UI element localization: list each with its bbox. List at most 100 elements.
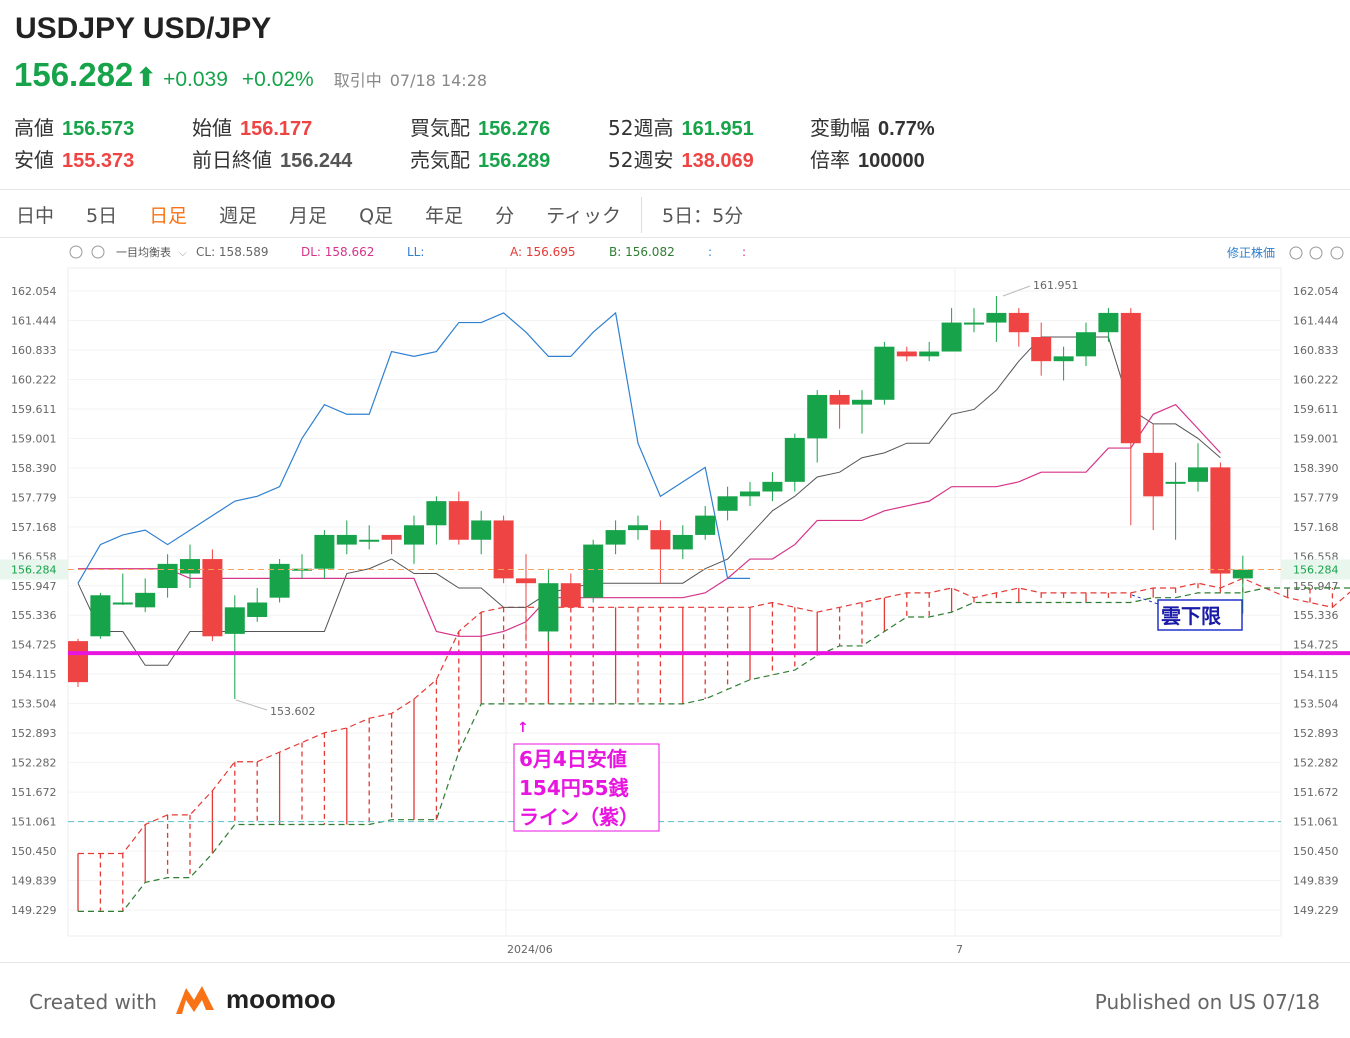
y-tick-label-left: 153.504 bbox=[11, 698, 57, 711]
undo-icon[interactable] bbox=[1289, 246, 1303, 260]
status-timestamp: 07/18 14:28 bbox=[389, 71, 488, 90]
candle-body bbox=[1210, 467, 1231, 574]
market-status: 取引中 07/18 14:28 bbox=[334, 67, 495, 91]
stat-value: 0.77% bbox=[878, 118, 935, 140]
candle-body bbox=[941, 322, 962, 352]
y-tick-label-right: 160.222 bbox=[1293, 373, 1339, 386]
stat-ask: 売気配 156.289 bbox=[410, 144, 550, 173]
y-tick-label-left: 149.229 bbox=[11, 904, 57, 917]
stat-label: 52週高 bbox=[608, 116, 674, 140]
period-tabs: 日中 5日 日足 週足 月足 Q足 年足 分 ティック 5日：5分 bbox=[0, 192, 1350, 237]
y-tick-label-left: 161.444 bbox=[11, 314, 57, 327]
y-tick-label-left: 151.672 bbox=[11, 786, 57, 799]
stat-52w-low: 52週安 138.069 bbox=[608, 144, 754, 173]
indicator-toolbar: 一目均衡表 ⌵ CL: 158.589 DL: 158.662 LL: A: 1… bbox=[69, 245, 1344, 260]
tab-1[interactable]: 5日 bbox=[86, 205, 118, 227]
candle-body bbox=[224, 607, 245, 634]
candle-body bbox=[740, 491, 760, 497]
tenkan-line bbox=[77, 336, 1221, 666]
candlestick-chart[interactable]: 一目均衡表 ⌵ CL: 158.589 DL: 158.662 LL: A: 1… bbox=[0, 238, 1350, 960]
tab-3[interactable]: 週足 bbox=[219, 205, 258, 227]
candle-body bbox=[381, 534, 402, 540]
candle-body bbox=[538, 583, 559, 632]
y-tick-label-left: 162.054 bbox=[11, 285, 57, 298]
stat-value: 100000 bbox=[858, 150, 925, 172]
low-note-box bbox=[513, 743, 660, 832]
y-tick-label-right: 161.444 bbox=[1293, 314, 1339, 327]
adjusted-price-toggle[interactable]: 修正株価 bbox=[1227, 245, 1275, 260]
high-leader bbox=[1002, 285, 1031, 297]
kijun-line bbox=[78, 403, 1221, 637]
y-tick-label-right: 157.779 bbox=[1293, 491, 1339, 504]
tab-4[interactable]: 月足 bbox=[289, 205, 328, 227]
y-tick-label-right: 159.001 bbox=[1293, 432, 1339, 445]
stat-value: 138.069 bbox=[681, 150, 754, 172]
y-tick-label-right: 162.054 bbox=[1293, 285, 1339, 298]
candle-body bbox=[852, 399, 872, 405]
chevron-down-icon[interactable]: ⌵ bbox=[179, 248, 187, 259]
y-tick-label-right: 151.672 bbox=[1293, 786, 1339, 799]
stat-label: 倍率 bbox=[810, 148, 850, 172]
stat-value: 156.244 bbox=[280, 150, 353, 172]
zoom-in-icon[interactable] bbox=[1330, 246, 1344, 260]
close-icon[interactable] bbox=[91, 245, 105, 259]
candle-body bbox=[583, 544, 604, 598]
candle-body bbox=[986, 312, 1007, 323]
candle-body bbox=[1076, 332, 1096, 357]
candle-body bbox=[896, 351, 917, 357]
high-value-label: 161.951 bbox=[1033, 279, 1079, 292]
stat-prev-close: 前日終値 156.244 bbox=[192, 144, 352, 173]
candle-body bbox=[448, 501, 469, 540]
candle-body bbox=[359, 539, 380, 542]
y-tick-label-right: 154.725 bbox=[1293, 639, 1339, 652]
candle-body bbox=[336, 534, 357, 545]
stat-52w-high: 52週高 161.951 bbox=[608, 112, 754, 141]
zoom-out-icon[interactable] bbox=[1309, 246, 1323, 260]
span-b-line bbox=[78, 587, 1350, 912]
candle-body bbox=[135, 592, 156, 608]
stat-value: 156.573 bbox=[62, 118, 135, 140]
candle-body bbox=[1143, 452, 1164, 497]
stat-value: 161.951 bbox=[681, 118, 754, 140]
candle-body bbox=[516, 578, 536, 584]
price-row: 156.282 ⬆ +0.039 +0.02% 取引中 07/18 14:28 bbox=[14, 56, 495, 94]
plot-frame bbox=[67, 267, 1282, 937]
tab-5[interactable]: Q足 bbox=[359, 205, 394, 227]
legend-ll: LL: bbox=[407, 245, 424, 259]
stat-value: 156.276 bbox=[478, 118, 551, 140]
y-tick-label-right: 157.168 bbox=[1293, 521, 1339, 534]
tab-0[interactable]: 日中 bbox=[16, 205, 55, 227]
tab-2[interactable]: 日足 bbox=[149, 205, 188, 227]
tab-8[interactable]: ティック bbox=[546, 205, 622, 227]
stat-value: 156.177 bbox=[240, 118, 313, 140]
status-text: 取引中 bbox=[333, 71, 382, 90]
candle-body bbox=[314, 534, 335, 569]
y-tick-label-left: 158.390 bbox=[11, 462, 57, 475]
tab-6[interactable]: 年足 bbox=[425, 205, 464, 227]
tab-9[interactable]: 5日：5分 bbox=[662, 205, 744, 227]
candle-body bbox=[605, 530, 626, 545]
y-tick-label-left: 159.001 bbox=[11, 432, 57, 445]
indicator-name[interactable]: 一目均衡表 bbox=[116, 245, 171, 259]
candle-body bbox=[695, 515, 716, 535]
published-text: Published on US 07/18 bbox=[1094, 990, 1320, 1014]
stat-value: 156.289 bbox=[478, 150, 551, 172]
legend-dl: DL: 158.662 bbox=[301, 245, 374, 259]
divider bbox=[0, 962, 1350, 963]
stat-low: 安値 155.373 bbox=[14, 144, 134, 173]
candle-body bbox=[717, 496, 738, 511]
span-a-line bbox=[78, 577, 1350, 855]
settings-icon[interactable] bbox=[69, 245, 83, 259]
brand-logo: moomoo bbox=[172, 980, 336, 1018]
arrow-up-icon: ↑ bbox=[517, 720, 529, 736]
y-tick-label-left: 157.779 bbox=[11, 491, 57, 504]
candle-body bbox=[829, 394, 850, 405]
y-tick-label-left: 155.947 bbox=[11, 580, 57, 593]
arrow-up-icon: ⬆ bbox=[135, 63, 158, 93]
tab-7[interactable]: 分 bbox=[495, 205, 515, 227]
candle-body bbox=[1165, 481, 1186, 484]
candle-body bbox=[269, 563, 290, 598]
candle-body bbox=[784, 437, 805, 482]
stat-label: 売気配 bbox=[410, 148, 470, 172]
chikou-line bbox=[77, 311, 750, 584]
